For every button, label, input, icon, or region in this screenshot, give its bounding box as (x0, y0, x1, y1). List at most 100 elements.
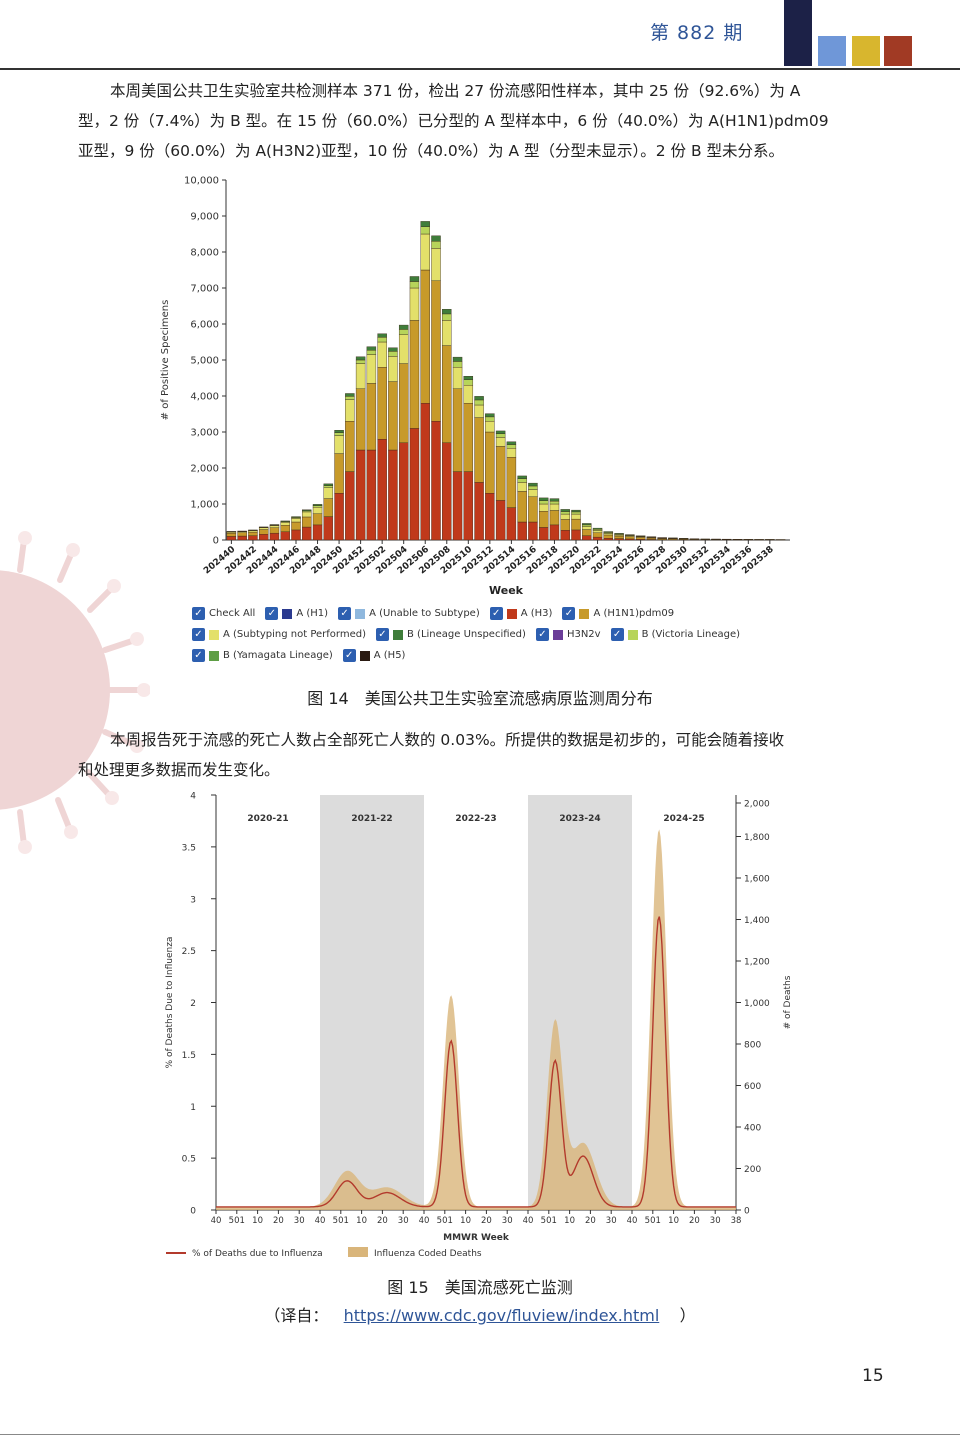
y-tick-label: 0 (213, 536, 219, 547)
y-tick-label: 1.5 (182, 1051, 196, 1061)
checkbox-checked-icon[interactable]: ✓ (535, 628, 549, 641)
fig14-legend-row-2: ✓ A (Subtyping not Performed) ✓ B (Lineage… (192, 628, 740, 641)
legend-item[interactable]: ✓ A (H5) (342, 649, 405, 662)
legend-check-all[interactable]: ✓ Check All (192, 607, 255, 620)
bar-segment (355, 363, 366, 390)
bar-segment (485, 493, 495, 541)
checkbox-checked-icon[interactable]: ✓ (192, 649, 205, 662)
checkbox-checked-icon[interactable]: ✓ (562, 607, 576, 620)
bar-segment (334, 435, 344, 454)
bar-segment (398, 324, 409, 330)
bar-segment (323, 483, 334, 486)
y2-tick-label: 200 (744, 1165, 761, 1175)
bar-segment (538, 497, 549, 501)
checkbox-checked-icon[interactable]: ✓ (342, 649, 356, 662)
bar-segment (560, 513, 570, 520)
bar-segment (592, 529, 603, 531)
bar-segment (603, 533, 614, 536)
season-label: 2022-23 (455, 814, 496, 824)
bar-segment (549, 524, 560, 541)
bar-segment (474, 417, 484, 483)
header-block-navy (784, 0, 812, 66)
header-color-blocks (784, 0, 912, 68)
bar-segment (463, 375, 474, 380)
bar-segment (603, 534, 614, 539)
bar-segment (388, 449, 398, 541)
bar-segment (506, 448, 517, 458)
bar-segment (549, 498, 560, 502)
bar-segment (291, 529, 301, 541)
x-tick-label: 10 (356, 1216, 367, 1226)
y-tick-label: 6,000 (190, 320, 219, 331)
checkbox-checked-icon[interactable]: ✓ (192, 607, 205, 620)
legend-item[interactable]: ✓ H3N2v (535, 628, 601, 641)
legend-swatch (552, 629, 563, 640)
bar-segment (549, 503, 560, 511)
legend-item[interactable]: ✓ A (Subtyping not Performed) (192, 628, 366, 641)
y-tick-label: 0 (190, 1207, 196, 1217)
bar-segment (474, 396, 484, 401)
y-tick-label: 2.5 (182, 947, 196, 957)
season-label: 2021-22 (351, 814, 392, 824)
percent-line (216, 916, 736, 1208)
legend-item[interactable]: ✓ A (H3) (489, 607, 552, 620)
legend-item[interactable]: ✓ A (Unable to Subtype) (338, 607, 480, 620)
bar-segment (226, 532, 237, 537)
bar-segment (312, 524, 323, 541)
y2-tick-label: 1,200 (744, 958, 770, 968)
source-link[interactable]: https://www.cdc.gov/fluview/index.html (343, 1306, 660, 1325)
bar-segment (495, 500, 506, 541)
bar-segment (474, 404, 484, 418)
bar-segment (388, 351, 398, 357)
bar-segment (485, 420, 495, 433)
bar-segment (582, 535, 592, 541)
bar-segment (377, 341, 387, 368)
bar-segment (517, 491, 527, 523)
legend-item[interactable]: ✓ B (Yamagata Lineage) (192, 649, 333, 662)
bar-segment (409, 276, 420, 282)
bar-segment (506, 457, 517, 508)
y-tick-label: 5,000 (190, 356, 219, 367)
bar-segment (463, 384, 474, 404)
bar-segment (302, 509, 312, 512)
paragraph-line: 型，2 份（7.4%）为 B 型。在 15 份（60.0%）已分型的 A 型样本… (78, 112, 829, 130)
bar-segment (323, 516, 334, 541)
legend-item[interactable]: ✓ B (Lineage Unspecified) (376, 628, 526, 641)
bar-segment (442, 442, 452, 541)
bar-segment (538, 527, 549, 541)
checkbox-checked-icon[interactable]: ✓ (338, 607, 352, 620)
x-tick-label: 40 (523, 1216, 534, 1226)
bar-segment (442, 345, 452, 444)
legend-item[interactable]: ✓ A (H1N1)pdm09 (562, 607, 674, 620)
bar-segment (614, 533, 624, 535)
bar-segment (538, 500, 549, 505)
checkbox-checked-icon[interactable]: ✓ (610, 628, 624, 641)
bar-segment (377, 366, 387, 440)
legend-item[interactable]: ✓ B (Victoria Lineage) (610, 628, 740, 641)
legend-label: Influenza Coded Deaths (374, 1249, 482, 1259)
y-tick-label: 4,000 (190, 392, 219, 403)
checkbox-checked-icon[interactable]: ✓ (376, 628, 389, 641)
y2-tick-label: 1,800 (744, 833, 770, 843)
checkbox-checked-icon[interactable]: ✓ (265, 607, 279, 620)
bar-segment (366, 346, 377, 351)
bar-segment (377, 333, 387, 338)
x-tick-label: 501 (541, 1216, 557, 1226)
checkbox-checked-icon[interactable]: ✓ (192, 628, 205, 641)
bar-segment (431, 240, 441, 249)
bar-segment (312, 507, 323, 514)
legend-swatch (209, 629, 219, 640)
bar-segment (571, 511, 581, 515)
season-label: 2020-21 (247, 814, 288, 824)
bar-segment (474, 482, 484, 541)
legend-item[interactable]: ✓ A (H1) (265, 607, 328, 620)
checkbox-checked-icon[interactable]: ✓ (489, 607, 503, 620)
bar-segment (463, 471, 474, 541)
bar-segment (506, 507, 517, 541)
bar-segment (517, 478, 527, 483)
bar-segment (334, 430, 344, 433)
legend-swatch (506, 608, 517, 619)
header-block-blue (818, 36, 846, 66)
bar-segment (355, 388, 366, 451)
bar-segment (312, 505, 323, 508)
